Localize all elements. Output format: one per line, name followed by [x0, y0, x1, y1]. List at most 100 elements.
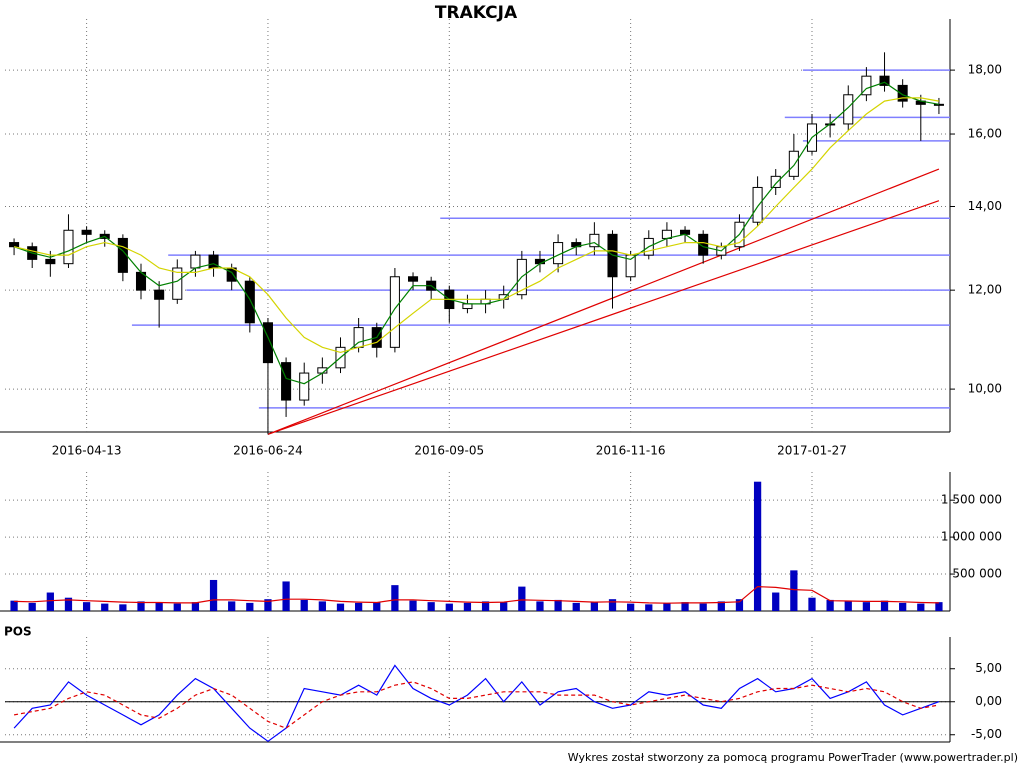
volume-bar	[463, 602, 472, 611]
volume-bar	[753, 481, 762, 611]
volume-bar	[772, 592, 780, 611]
volume-bar	[826, 599, 834, 611]
y-tick-label: 14,00	[968, 199, 1002, 213]
volume-bar	[101, 603, 109, 611]
panel-title: POS	[4, 625, 32, 639]
candle-body	[933, 103, 944, 106]
volume-bar	[155, 602, 163, 611]
candle-body	[9, 242, 20, 248]
volume-bar	[699, 603, 707, 611]
volume-bar	[808, 597, 816, 611]
candle-body	[45, 258, 56, 265]
volume-bar	[373, 602, 381, 611]
volume-bar	[554, 599, 562, 611]
volume-bar	[300, 599, 308, 611]
x-tick-label: 2016-09-05	[414, 444, 484, 458]
volume-bar	[82, 602, 91, 611]
candle-body	[299, 372, 310, 401]
candle-body	[407, 276, 419, 282]
volume-bar	[899, 602, 907, 611]
volume-bar	[481, 601, 490, 611]
x-tick-label: 2016-06-24	[233, 444, 303, 458]
y-tick-label: 500 000	[952, 567, 1002, 581]
trend-line	[267, 168, 940, 435]
candle-body	[154, 289, 165, 300]
volume-bar	[590, 602, 599, 611]
volume-bar	[246, 602, 254, 611]
candle-body	[244, 280, 255, 324]
volume-bar	[46, 592, 54, 611]
volume-bar	[608, 599, 617, 611]
volume-bar	[64, 597, 73, 611]
chart-title: TRAKCJA	[435, 3, 518, 23]
y-tick-label: 10,00	[968, 382, 1002, 396]
candle-body	[897, 84, 908, 102]
volume-bar	[264, 599, 272, 611]
volume-bar	[445, 603, 453, 611]
candle-body	[752, 186, 763, 223]
volume-bar	[173, 603, 181, 611]
candle-body	[843, 94, 854, 125]
volume-bar	[10, 600, 18, 611]
volume-bar	[717, 601, 725, 611]
candle-body	[861, 75, 872, 96]
volume-bar	[137, 601, 145, 611]
y-tick-label: 0,00	[975, 694, 1002, 708]
volume-bar	[572, 602, 580, 611]
indicator-line	[13, 681, 940, 729]
volume-bar	[228, 601, 236, 611]
volume-bar	[318, 601, 326, 611]
y-tick-label: 5,00	[975, 661, 1002, 675]
indicator-line	[13, 97, 940, 354]
candle-body	[462, 303, 473, 310]
volume-bar	[191, 602, 200, 611]
candle-body	[389, 276, 400, 348]
candle-body	[81, 229, 92, 235]
volume-bar	[681, 602, 689, 611]
indicator-line	[13, 81, 940, 385]
volume-bar	[354, 602, 363, 611]
volume-bar	[880, 600, 889, 611]
volume-bar	[627, 603, 635, 611]
y-tick-label: 1 500 000	[941, 493, 1002, 507]
volume-bar	[209, 579, 218, 611]
y-tick-label: 1 000 000	[941, 530, 1002, 544]
volume-bar	[935, 602, 943, 611]
volume-bar	[790, 570, 798, 611]
candle-body	[172, 267, 183, 300]
volume-bar	[536, 601, 544, 611]
volume-bar	[917, 603, 925, 611]
volume-bar	[862, 602, 871, 611]
volume-bar	[282, 581, 290, 611]
candle-body	[208, 254, 219, 269]
candle-body	[879, 75, 890, 86]
volume-bar	[28, 602, 36, 611]
x-tick-label: 2016-11-16	[596, 444, 666, 458]
candle-body	[281, 362, 292, 401]
volume-bar	[735, 599, 744, 611]
y-tick-label: 16,00	[968, 127, 1002, 141]
x-tick-label: 2017-01-27	[777, 444, 847, 458]
candle-body	[534, 258, 546, 265]
volume-bar	[427, 602, 435, 611]
candle-body	[788, 150, 799, 177]
candle-body	[262, 322, 273, 364]
candle-body	[190, 254, 201, 269]
y-tick-label: 12,00	[968, 283, 1002, 297]
x-tick-label: 2016-04-13	[52, 444, 122, 458]
volume-bar	[645, 604, 653, 611]
volume-bar	[409, 600, 417, 611]
y-tick-label: -5,00	[971, 727, 1002, 741]
volume-bar	[336, 603, 345, 611]
volume-bar	[518, 586, 526, 611]
volume-bar	[500, 602, 508, 611]
volume-bar	[391, 585, 399, 611]
indicator-line	[14, 585, 939, 604]
trend-line	[267, 200, 940, 435]
candle-body	[589, 233, 600, 248]
footer: Wykres został stworzony za pomocą progra…	[568, 751, 1018, 764]
y-tick-label: 18,00	[968, 63, 1002, 77]
candle-body	[63, 229, 74, 265]
indicator-line	[13, 664, 940, 743]
